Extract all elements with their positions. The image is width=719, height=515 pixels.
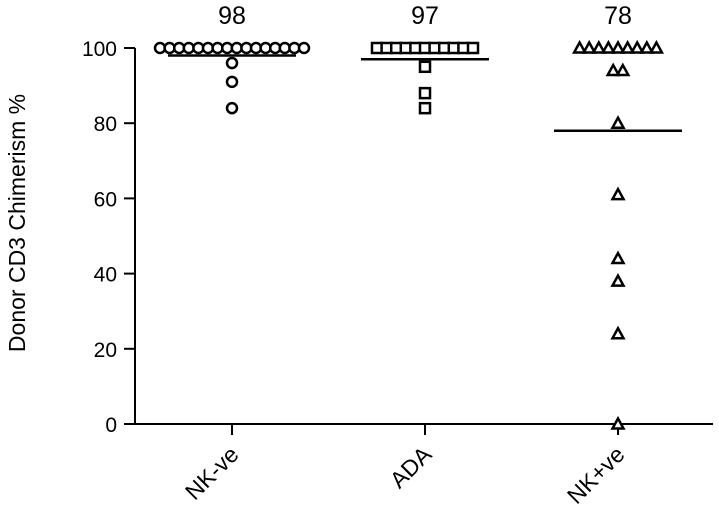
data-point-triangle (648, 39, 665, 54)
y-ticks: 0 20 40 60 80 100 (82, 38, 135, 437)
y-tick-label: 60 (94, 188, 117, 211)
data-point-circle (225, 56, 239, 70)
data-point-triangle (610, 115, 626, 129)
data-point-triangle (629, 39, 645, 54)
data-point-circle (297, 41, 311, 55)
data-point-triangle (600, 39, 617, 54)
median-value-label: 97 (411, 2, 439, 30)
median-value-label: 98 (218, 2, 246, 30)
data-point-triangle (610, 325, 626, 340)
data-point-triangle (591, 39, 607, 54)
data-point-square (418, 86, 432, 100)
y-tick-label: 20 (94, 339, 117, 362)
data-point-triangle (615, 62, 631, 77)
data-point-square (466, 41, 480, 55)
data-point-triangle (605, 62, 621, 77)
y-tick-label: 0 (105, 414, 117, 437)
data-points (153, 39, 665, 430)
y-tick-label: 100 (82, 38, 117, 61)
x-category-label: NK-ve (180, 441, 244, 505)
y-tick-label: 80 (94, 113, 117, 136)
data-point-triangle (619, 39, 636, 54)
data-point-triangle (610, 39, 626, 54)
data-point-triangle (610, 415, 626, 430)
y-tick-label: 40 (94, 264, 117, 287)
data-point-triangle (610, 273, 626, 287)
x-category-label: ADA (385, 441, 437, 493)
data-point-triangle (610, 250, 626, 265)
data-point-circle (225, 75, 239, 89)
median-lines: 98 97 78 (168, 2, 682, 132)
data-point-square (418, 101, 432, 115)
data-point-triangle (639, 39, 655, 54)
data-point-circle (225, 101, 239, 115)
data-point-triangle (610, 186, 626, 201)
x-categories: NK-ve ADA NK+ve (180, 424, 630, 509)
data-point-triangle (571, 39, 588, 54)
y-axis-title: Donor CD3 Chimerism % (4, 94, 30, 352)
x-category-label: NK+ve (562, 441, 630, 509)
data-point-square (418, 60, 432, 74)
data-point-triangle (581, 39, 597, 54)
median-value-label: 78 (604, 2, 632, 30)
